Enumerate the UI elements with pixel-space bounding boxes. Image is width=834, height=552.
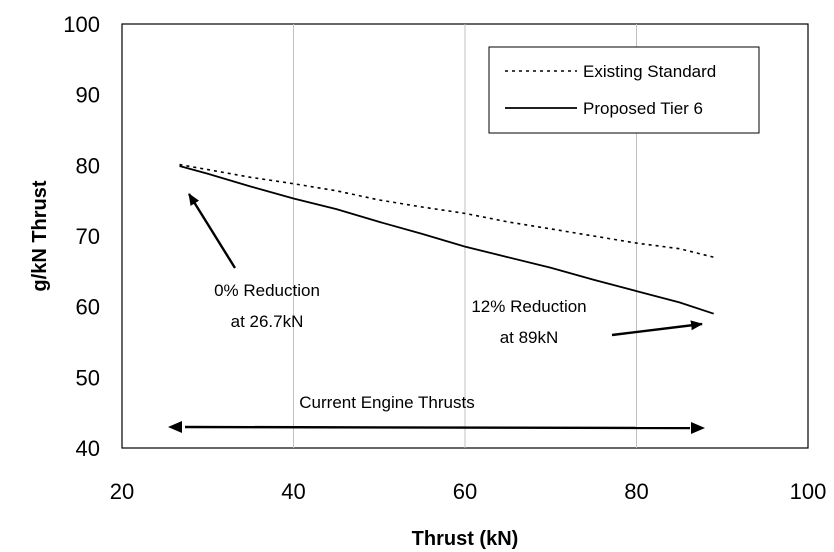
annotation-zero-reduction-line-2: at 26.7kN — [231, 312, 304, 331]
x-tick-label: 60 — [453, 479, 477, 504]
annotation-current-engine-thrusts: Current Engine Thrusts — [168, 393, 705, 434]
y-tick-label: 60 — [76, 295, 100, 320]
annotation-twelve-reduction: 12% Reduction at 89kN — [471, 297, 703, 347]
annotation-current-engine-thrusts-arrowhead-right — [691, 422, 705, 434]
y-tick-label: 80 — [76, 153, 100, 178]
annotation-zero-reduction: 0% Reduction at 26.7kN — [187, 193, 320, 331]
y-tick-label: 90 — [76, 83, 100, 108]
legend-box — [488, 46, 760, 134]
x-axis-title: Thrust (kN) — [412, 528, 519, 550]
y-tick-label: 70 — [76, 224, 100, 249]
legend-label-existing-standard: Existing Standard — [583, 62, 716, 81]
x-tick-label: 100 — [790, 479, 827, 504]
annotation-current-engine-thrusts-label: Current Engine Thrusts — [299, 393, 474, 412]
x-tick-label: 20 — [110, 479, 134, 504]
legend: Existing Standard Proposed Tier 6 — [488, 46, 760, 134]
annotation-zero-reduction-line-1: 0% Reduction — [214, 281, 320, 300]
y-axis-title: g/kN Thrust — [29, 180, 51, 291]
x-tick-label: 40 — [281, 479, 305, 504]
annotation-zero-reduction-arrow — [187, 193, 237, 269]
x-tick-label: 80 — [624, 479, 648, 504]
series-line-existing-standard — [179, 163, 714, 258]
y-tick-label: 50 — [76, 365, 100, 390]
tick-labels: 20 40 60 80 100 40 50 60 70 80 90 100 — [63, 12, 826, 504]
y-tick-label: 100 — [63, 12, 100, 37]
annotation-current-engine-thrusts-arrowhead-left — [168, 421, 182, 433]
series-line-proposed-tier-6 — [179, 165, 714, 315]
annotation-twelve-reduction-line-2: at 89kN — [500, 328, 559, 347]
series-layer — [179, 163, 714, 315]
y-tick-label: 40 — [76, 436, 100, 461]
annotation-twelve-reduction-arrow — [611, 320, 703, 337]
legend-label-proposed-tier-6: Proposed Tier 6 — [583, 99, 703, 118]
annotation-current-engine-thrusts-arrow — [184, 425, 691, 430]
annotation-twelve-reduction-line-1: 12% Reduction — [471, 297, 586, 316]
